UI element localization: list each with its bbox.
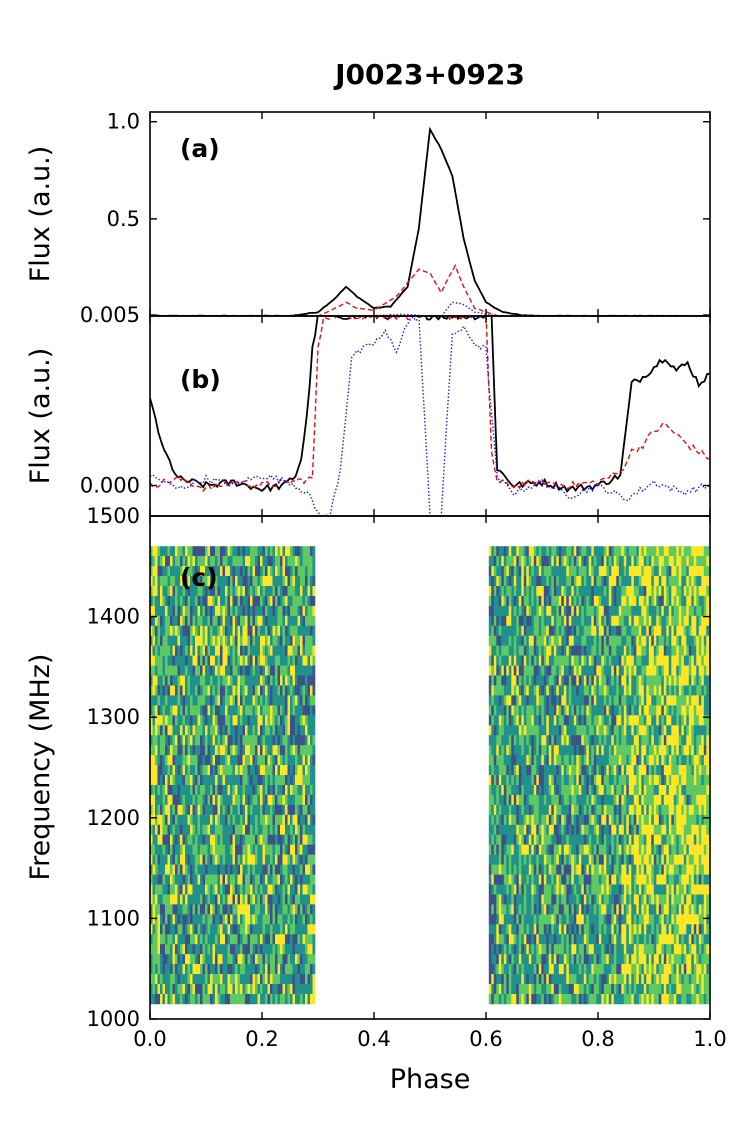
panel-b-frame (149, 315, 711, 517)
panel-c-block-1 (488, 546, 710, 1005)
panel-b-series-dotted (150, 316, 710, 516)
panel-a-tag: (a) (180, 134, 220, 163)
panel-c: (c) Frequency (MHz) 1500 1400 1300 1200 1100… (25, 504, 711, 1031)
panel-c-ytick-label: 1300 (87, 705, 140, 729)
panel-c-ytick-label: 1000 (87, 1007, 140, 1031)
panel-a-ytick-label: 1.0 (107, 110, 140, 134)
panel-b-ytick-label: 0.000 (80, 473, 140, 497)
panel-a-ylabel: Flux (a.u.) (25, 146, 56, 283)
panel-c-y-ticks: 1500 1400 1300 1200 1100 1000 (87, 504, 710, 1031)
panel-b-ylabel: Flux (a.u.) (25, 348, 56, 485)
panel-a-ytick-label: 0.5 (107, 207, 140, 231)
panel-b-y-ticks: 0.000 (80, 473, 710, 497)
x-tick-label: 0.0 (133, 1027, 166, 1051)
panel-a-plot-area (150, 126, 710, 316)
panel-a-series-solid (150, 126, 710, 316)
x-axis-label: Phase (390, 1064, 471, 1095)
panel-a-series-dotted (150, 301, 710, 316)
x-tick-label: 0.4 (357, 1027, 390, 1051)
panel-b-series-dashed (150, 316, 710, 493)
panel-b: (b) Flux (a.u.) 0.000 (25, 315, 711, 517)
panel-a-frame (149, 111, 711, 317)
panel-c-block-0 (150, 546, 316, 1005)
panel-c-ytick-label: 1400 (87, 605, 140, 629)
panel-a-series-dashed (150, 264, 710, 316)
panel-c-heatmap (150, 546, 710, 1005)
panel-a: (a) Flux (a.u.) 1.0 0.5 0.005 (25, 110, 711, 327)
panel-c-ytick-label: 1200 (87, 806, 140, 830)
x-axis-ticks: 0.0 0.2 0.4 0.6 0.8 1.0 (133, 112, 727, 1051)
panel-b-plot-area (150, 316, 710, 516)
panel-a-y-ticks: 1.0 0.5 0.005 (80, 110, 710, 327)
x-tick-label: 0.2 (245, 1027, 278, 1051)
panel-c-frame (149, 515, 711, 1020)
x-tick-label: 0.8 (581, 1027, 614, 1051)
x-tick-label: 1.0 (693, 1027, 726, 1051)
panel-b-tag: (b) (180, 365, 221, 394)
chart-title: J0023+0923 (333, 58, 525, 91)
x-tick-label: 0.6 (469, 1027, 502, 1051)
panel-c-ylabel: Frequency (MHz) (25, 654, 56, 881)
panel-c-tag: (c) (180, 563, 218, 592)
panel-c-ytick-label: 1100 (87, 906, 140, 930)
panel-a-ytick-label: 0.005 (80, 303, 140, 327)
panel-b-series-solid (150, 316, 710, 493)
panel-c-ytick-label: 1500 (87, 504, 140, 528)
